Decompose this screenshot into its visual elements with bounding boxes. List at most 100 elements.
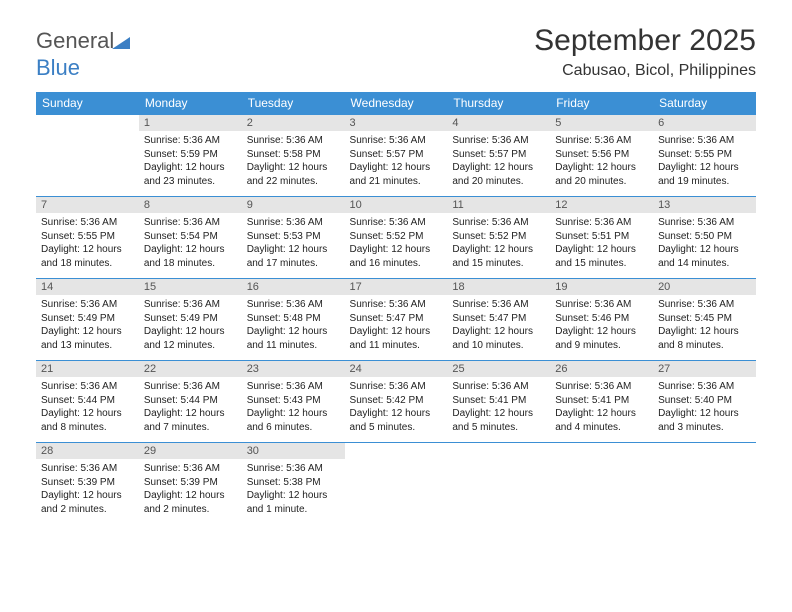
calendar-cell: 1Sunrise: 5:36 AMSunset: 5:59 PMDaylight… bbox=[139, 115, 242, 197]
day-header: Thursday bbox=[447, 92, 550, 115]
calendar-cell: 18Sunrise: 5:36 AMSunset: 5:47 PMDayligh… bbox=[447, 279, 550, 361]
calendar-cell: 4Sunrise: 5:36 AMSunset: 5:57 PMDaylight… bbox=[447, 115, 550, 197]
day-number: 17 bbox=[345, 279, 448, 295]
day-details: Sunrise: 5:36 AMSunset: 5:54 PMDaylight:… bbox=[139, 213, 242, 273]
calendar-cell bbox=[653, 443, 756, 525]
day-number: 6 bbox=[653, 115, 756, 131]
day-details: Sunrise: 5:36 AMSunset: 5:55 PMDaylight:… bbox=[36, 213, 139, 273]
calendar-week-row: 28Sunrise: 5:36 AMSunset: 5:39 PMDayligh… bbox=[36, 443, 756, 525]
calendar-cell: 14Sunrise: 5:36 AMSunset: 5:49 PMDayligh… bbox=[36, 279, 139, 361]
day-header: Sunday bbox=[36, 92, 139, 115]
day-details: Sunrise: 5:36 AMSunset: 5:47 PMDaylight:… bbox=[447, 295, 550, 355]
calendar-cell bbox=[550, 443, 653, 525]
calendar-cell bbox=[36, 115, 139, 197]
day-details: Sunrise: 5:36 AMSunset: 5:57 PMDaylight:… bbox=[345, 131, 448, 191]
calendar-cell: 26Sunrise: 5:36 AMSunset: 5:41 PMDayligh… bbox=[550, 361, 653, 443]
calendar-week-row: 21Sunrise: 5:36 AMSunset: 5:44 PMDayligh… bbox=[36, 361, 756, 443]
day-header: Wednesday bbox=[345, 92, 448, 115]
calendar-cell: 27Sunrise: 5:36 AMSunset: 5:40 PMDayligh… bbox=[653, 361, 756, 443]
day-details: Sunrise: 5:36 AMSunset: 5:48 PMDaylight:… bbox=[242, 295, 345, 355]
day-details: Sunrise: 5:36 AMSunset: 5:41 PMDaylight:… bbox=[550, 377, 653, 437]
calendar-cell: 22Sunrise: 5:36 AMSunset: 5:44 PMDayligh… bbox=[139, 361, 242, 443]
day-details: Sunrise: 5:36 AMSunset: 5:49 PMDaylight:… bbox=[36, 295, 139, 355]
calendar-week-row: 1Sunrise: 5:36 AMSunset: 5:59 PMDaylight… bbox=[36, 115, 756, 197]
day-details: Sunrise: 5:36 AMSunset: 5:39 PMDaylight:… bbox=[36, 459, 139, 519]
day-details: Sunrise: 5:36 AMSunset: 5:47 PMDaylight:… bbox=[345, 295, 448, 355]
day-number: 26 bbox=[550, 361, 653, 377]
calendar-cell: 5Sunrise: 5:36 AMSunset: 5:56 PMDaylight… bbox=[550, 115, 653, 197]
day-details: Sunrise: 5:36 AMSunset: 5:50 PMDaylight:… bbox=[653, 213, 756, 273]
day-number: 4 bbox=[447, 115, 550, 131]
day-details: Sunrise: 5:36 AMSunset: 5:42 PMDaylight:… bbox=[345, 377, 448, 437]
day-number: 20 bbox=[653, 279, 756, 295]
calendar-cell: 9Sunrise: 5:36 AMSunset: 5:53 PMDaylight… bbox=[242, 197, 345, 279]
calendar-cell: 23Sunrise: 5:36 AMSunset: 5:43 PMDayligh… bbox=[242, 361, 345, 443]
day-number: 5 bbox=[550, 115, 653, 131]
calendar-cell: 10Sunrise: 5:36 AMSunset: 5:52 PMDayligh… bbox=[345, 197, 448, 279]
day-number: 18 bbox=[447, 279, 550, 295]
calendar-body: 1Sunrise: 5:36 AMSunset: 5:59 PMDaylight… bbox=[36, 115, 756, 525]
day-number: 21 bbox=[36, 361, 139, 377]
logo-text-blue: Blue bbox=[36, 55, 80, 80]
calendar-cell: 25Sunrise: 5:36 AMSunset: 5:41 PMDayligh… bbox=[447, 361, 550, 443]
day-number: 14 bbox=[36, 279, 139, 295]
calendar-cell: 29Sunrise: 5:36 AMSunset: 5:39 PMDayligh… bbox=[139, 443, 242, 525]
calendar-cell: 7Sunrise: 5:36 AMSunset: 5:55 PMDaylight… bbox=[36, 197, 139, 279]
day-number: 19 bbox=[550, 279, 653, 295]
day-number: 10 bbox=[345, 197, 448, 213]
day-number: 23 bbox=[242, 361, 345, 377]
day-details: Sunrise: 5:36 AMSunset: 5:45 PMDaylight:… bbox=[653, 295, 756, 355]
day-header: Monday bbox=[139, 92, 242, 115]
day-header: Saturday bbox=[653, 92, 756, 115]
day-number: 30 bbox=[242, 443, 345, 459]
calendar-header-row: SundayMondayTuesdayWednesdayThursdayFrid… bbox=[36, 92, 756, 115]
day-details: Sunrise: 5:36 AMSunset: 5:43 PMDaylight:… bbox=[242, 377, 345, 437]
calendar-cell: 3Sunrise: 5:36 AMSunset: 5:57 PMDaylight… bbox=[345, 115, 448, 197]
calendar-cell: 11Sunrise: 5:36 AMSunset: 5:52 PMDayligh… bbox=[447, 197, 550, 279]
page-title: September 2025 bbox=[534, 24, 756, 58]
day-number: 22 bbox=[139, 361, 242, 377]
day-number: 2 bbox=[242, 115, 345, 131]
calendar-cell: 6Sunrise: 5:36 AMSunset: 5:55 PMDaylight… bbox=[653, 115, 756, 197]
calendar-cell bbox=[447, 443, 550, 525]
day-details: Sunrise: 5:36 AMSunset: 5:55 PMDaylight:… bbox=[653, 131, 756, 191]
calendar-cell: 15Sunrise: 5:36 AMSunset: 5:49 PMDayligh… bbox=[139, 279, 242, 361]
day-details: Sunrise: 5:36 AMSunset: 5:44 PMDaylight:… bbox=[139, 377, 242, 437]
day-number: 9 bbox=[242, 197, 345, 213]
calendar-cell: 17Sunrise: 5:36 AMSunset: 5:47 PMDayligh… bbox=[345, 279, 448, 361]
calendar-week-row: 14Sunrise: 5:36 AMSunset: 5:49 PMDayligh… bbox=[36, 279, 756, 361]
calendar-cell: 16Sunrise: 5:36 AMSunset: 5:48 PMDayligh… bbox=[242, 279, 345, 361]
day-number: 7 bbox=[36, 197, 139, 213]
day-details: Sunrise: 5:36 AMSunset: 5:39 PMDaylight:… bbox=[139, 459, 242, 519]
calendar-cell: 2Sunrise: 5:36 AMSunset: 5:58 PMDaylight… bbox=[242, 115, 345, 197]
day-number: 27 bbox=[653, 361, 756, 377]
day-number: 24 bbox=[345, 361, 448, 377]
logo-text-general: General bbox=[36, 28, 114, 53]
day-details: Sunrise: 5:36 AMSunset: 5:58 PMDaylight:… bbox=[242, 131, 345, 191]
day-details: Sunrise: 5:36 AMSunset: 5:52 PMDaylight:… bbox=[447, 213, 550, 273]
day-details: Sunrise: 5:36 AMSunset: 5:40 PMDaylight:… bbox=[653, 377, 756, 437]
day-details: Sunrise: 5:36 AMSunset: 5:57 PMDaylight:… bbox=[447, 131, 550, 191]
day-details: Sunrise: 5:36 AMSunset: 5:51 PMDaylight:… bbox=[550, 213, 653, 273]
day-details: Sunrise: 5:36 AMSunset: 5:44 PMDaylight:… bbox=[36, 377, 139, 437]
logo-triangle-icon bbox=[112, 29, 130, 55]
day-details: Sunrise: 5:36 AMSunset: 5:46 PMDaylight:… bbox=[550, 295, 653, 355]
calendar-cell: 8Sunrise: 5:36 AMSunset: 5:54 PMDaylight… bbox=[139, 197, 242, 279]
calendar-cell: 30Sunrise: 5:36 AMSunset: 5:38 PMDayligh… bbox=[242, 443, 345, 525]
day-number: 12 bbox=[550, 197, 653, 213]
day-number: 25 bbox=[447, 361, 550, 377]
day-details: Sunrise: 5:36 AMSunset: 5:38 PMDaylight:… bbox=[242, 459, 345, 519]
day-details: Sunrise: 5:36 AMSunset: 5:59 PMDaylight:… bbox=[139, 131, 242, 191]
day-number: 8 bbox=[139, 197, 242, 213]
day-details: Sunrise: 5:36 AMSunset: 5:52 PMDaylight:… bbox=[345, 213, 448, 273]
day-header: Tuesday bbox=[242, 92, 345, 115]
day-details: Sunrise: 5:36 AMSunset: 5:53 PMDaylight:… bbox=[242, 213, 345, 273]
calendar-cell: 24Sunrise: 5:36 AMSunset: 5:42 PMDayligh… bbox=[345, 361, 448, 443]
calendar-cell: 20Sunrise: 5:36 AMSunset: 5:45 PMDayligh… bbox=[653, 279, 756, 361]
calendar-cell: 21Sunrise: 5:36 AMSunset: 5:44 PMDayligh… bbox=[36, 361, 139, 443]
day-number: 1 bbox=[139, 115, 242, 131]
calendar-week-row: 7Sunrise: 5:36 AMSunset: 5:55 PMDaylight… bbox=[36, 197, 756, 279]
day-number: 16 bbox=[242, 279, 345, 295]
calendar-cell: 28Sunrise: 5:36 AMSunset: 5:39 PMDayligh… bbox=[36, 443, 139, 525]
day-number: 3 bbox=[345, 115, 448, 131]
